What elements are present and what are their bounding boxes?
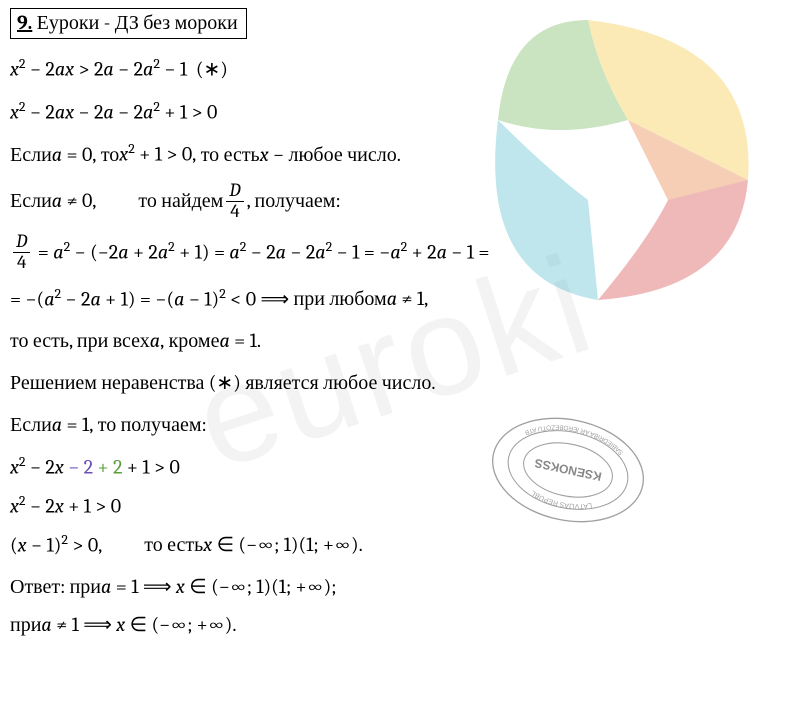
- line-4: Если a ≠ 0, то найдем D 4 , получаем:: [10, 181, 778, 222]
- l13b: a = 1 ⟹ x ∈ (−∞; 1)(1; +∞);: [101, 571, 337, 603]
- frac-den: 4: [227, 202, 242, 222]
- line-13: Ответ: при a = 1 ⟹ x ∈ (−∞; 1)(1; +∞);: [10, 571, 778, 603]
- l12a: (x − 1)2 > 0,: [10, 529, 102, 562]
- l14b: a ≠ 1 ⟹ x ∈ (−∞; +∞).: [41, 609, 236, 641]
- line-7: то есть, при всех a, кроме a = 1.: [10, 325, 778, 357]
- l3b: a = 0,: [52, 139, 101, 171]
- l7b: a,: [150, 325, 169, 357]
- l7a: то есть, при всех: [10, 325, 150, 357]
- l9b: a = 1,: [52, 409, 98, 441]
- problem-number: 9.: [17, 11, 32, 34]
- l13a: Ответ: при: [10, 571, 101, 603]
- l14a: при: [10, 609, 41, 641]
- l7d: a = 1.: [219, 325, 261, 357]
- l3a: Если: [10, 139, 52, 171]
- title-text: Еуроки - ДЗ без мороки: [32, 11, 237, 34]
- line-8: Решением неравенства (∗) является любое …: [10, 367, 778, 399]
- l9a: Если: [10, 409, 52, 441]
- l12b: то есть: [144, 529, 203, 561]
- eq2: x2 − 2ax − 2a − 2a2 + 1 > 0: [10, 96, 217, 129]
- line-5: D 4 = a2 − (−2a + 2a2 + 1) = a2 − 2a − 2…: [10, 232, 778, 273]
- line-3: Если a = 0, то x2 + 1 > 0, то есть x − л…: [10, 138, 778, 171]
- frac-D4-2: D 4: [13, 232, 30, 273]
- l4d: , получаем:: [247, 185, 341, 217]
- l10: x2 − 2x − 2 + 2 + 1 > 0: [10, 451, 180, 484]
- line-11: x2 − 2x + 1 > 0: [10, 490, 778, 523]
- l6t: при любом: [294, 283, 387, 315]
- eq1: x2 − 2ax > 2a − 2a2 − 1 (∗): [10, 53, 228, 86]
- l4b: a ≠ 0,: [52, 185, 97, 217]
- l3e: то есть: [201, 139, 260, 171]
- line-1: x2 − 2ax > 2a − 2a2 − 1 (∗): [10, 53, 778, 86]
- l4c: то найдем: [138, 185, 223, 217]
- document-content: 9. Еуроки - ДЗ без мороки x2 − 2ax > 2a …: [0, 0, 788, 659]
- l9c: то получаем:: [98, 409, 207, 441]
- l8: Решением неравенства (∗) является любое …: [10, 367, 435, 399]
- line-2: x2 − 2ax − 2a − 2a2 + 1 > 0: [10, 96, 778, 129]
- l6b: a ≠ 1,: [387, 283, 429, 315]
- title-box: 9. Еуроки - ДЗ без мороки: [10, 8, 247, 39]
- l3c: то: [101, 139, 119, 171]
- frac-num: D: [226, 181, 243, 202]
- l4a: Если: [10, 185, 52, 217]
- line-6: = −(a2 − 2a + 1) = −(a − 1)2 < 0 ⟹ при л…: [10, 283, 778, 316]
- l7c: кроме: [169, 325, 220, 357]
- l11: x2 − 2x + 1 > 0: [10, 490, 121, 523]
- l6: = −(a2 − 2a + 1) = −(a − 1)2 < 0 ⟹: [10, 283, 294, 316]
- l3f: x −: [260, 139, 289, 171]
- frac-num2: D: [13, 232, 30, 253]
- l3d: x2 + 1 > 0,: [119, 138, 200, 171]
- l12c: x ∈ (−∞; 1)(1; +∞).: [203, 529, 362, 561]
- line-12: (x − 1)2 > 0, то есть x ∈ (−∞; 1)(1; +∞)…: [10, 529, 778, 562]
- line-14: при a ≠ 1 ⟹ x ∈ (−∞; +∞).: [10, 609, 778, 641]
- line-10: x2 − 2x − 2 + 2 + 1 > 0: [10, 451, 778, 484]
- frac-D4-1: D 4: [226, 181, 243, 222]
- line-9: Если a = 1, то получаем:: [10, 409, 778, 441]
- l5a: = a2 − (−2a + 2a2 + 1) = a2 − 2a − 2a2 −…: [33, 236, 489, 269]
- frac-den2: 4: [14, 253, 29, 273]
- l3g: любое число.: [289, 139, 401, 171]
